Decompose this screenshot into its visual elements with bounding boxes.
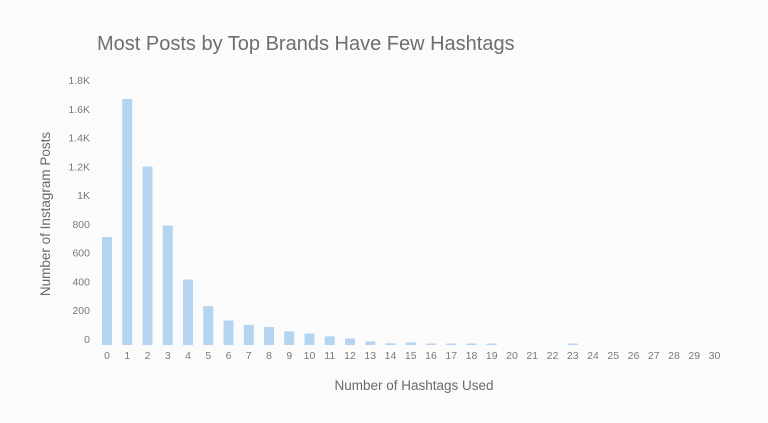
bar xyxy=(446,343,457,345)
x-tick-label: 13 xyxy=(364,350,376,362)
bar xyxy=(203,306,214,345)
bar xyxy=(405,342,416,345)
bar-series xyxy=(102,98,578,345)
bar xyxy=(304,333,315,345)
x-tick-label: 24 xyxy=(587,350,599,362)
x-tick-label: 29 xyxy=(688,350,700,362)
y-tick-label: 200 xyxy=(72,305,90,317)
x-tick-label: 26 xyxy=(628,350,640,362)
x-tick-label: 18 xyxy=(466,350,478,362)
x-tick-label: 22 xyxy=(547,350,559,362)
x-tick-label: 2 xyxy=(145,350,151,362)
x-tick-label: 8 xyxy=(266,350,272,362)
bar xyxy=(567,343,578,345)
y-tick-label: 1K xyxy=(77,190,90,202)
x-tick-label: 25 xyxy=(607,350,619,362)
y-tick-label: 400 xyxy=(72,276,90,288)
x-tick-label: 27 xyxy=(648,350,660,362)
x-tick-label: 4 xyxy=(185,350,191,362)
bar xyxy=(345,338,355,345)
y-axis-label: Number of Instagram Posts xyxy=(38,132,53,297)
x-tick-label: 7 xyxy=(246,350,252,362)
y-tick-label: 0 xyxy=(84,334,90,346)
chart-title: Most Posts by Top Brands Have Few Hashta… xyxy=(97,33,515,55)
y-tick-label: 1.4K xyxy=(68,133,90,145)
x-tick-label: 12 xyxy=(344,350,356,362)
x-tick-label: 14 xyxy=(385,350,397,362)
x-tick-label: 1 xyxy=(124,350,130,362)
y-tick-label: 1.6K xyxy=(68,104,90,116)
y-tick-label: 800 xyxy=(72,219,90,231)
bar xyxy=(466,343,477,345)
bar xyxy=(284,331,295,345)
bar xyxy=(365,341,376,345)
bar xyxy=(426,343,436,345)
x-tick-label: 17 xyxy=(445,350,457,362)
bar xyxy=(223,320,234,345)
x-axis-label: Number of Hashtags Used xyxy=(334,378,493,393)
bar xyxy=(243,324,254,345)
x-tick-label: 16 xyxy=(425,350,437,362)
y-tick-label: 600 xyxy=(72,248,90,260)
bar xyxy=(183,279,193,345)
bar xyxy=(385,343,396,345)
bar xyxy=(102,237,112,345)
y-tick-label: 1.8K xyxy=(68,75,90,87)
bar xyxy=(486,343,497,345)
bar xyxy=(122,98,133,345)
x-axis: 0 1 2 3 4 5 6 7 8 9 10 11 12 13 14 15 16 17 18 19 20 21 22 23 24… xyxy=(104,350,720,362)
y-axis: 0 200 400 600 800 1K 1.2K 1.4K 1.6K 1.8K xyxy=(68,75,90,346)
x-tick-label: 5 xyxy=(205,350,211,362)
y-tick-label: 1.2K xyxy=(68,161,90,173)
x-tick-label: 0 xyxy=(104,350,110,362)
x-tick-label: 19 xyxy=(486,350,498,362)
x-tick-label: 3 xyxy=(165,350,171,362)
x-tick-label: 11 xyxy=(324,350,335,362)
bar xyxy=(264,327,274,345)
x-tick-label: 20 xyxy=(506,350,518,362)
x-tick-label: 15 xyxy=(405,350,417,362)
x-tick-label: 6 xyxy=(226,350,232,362)
x-tick-label: 21 xyxy=(526,350,538,362)
x-tick-label: 28 xyxy=(668,350,680,362)
bar xyxy=(324,336,335,345)
x-tick-label: 23 xyxy=(567,350,579,362)
bar xyxy=(162,225,173,345)
x-tick-label: 9 xyxy=(286,350,292,362)
bar xyxy=(142,166,153,345)
x-tick-label: 30 xyxy=(709,350,721,362)
x-tick-label: 10 xyxy=(304,350,316,362)
